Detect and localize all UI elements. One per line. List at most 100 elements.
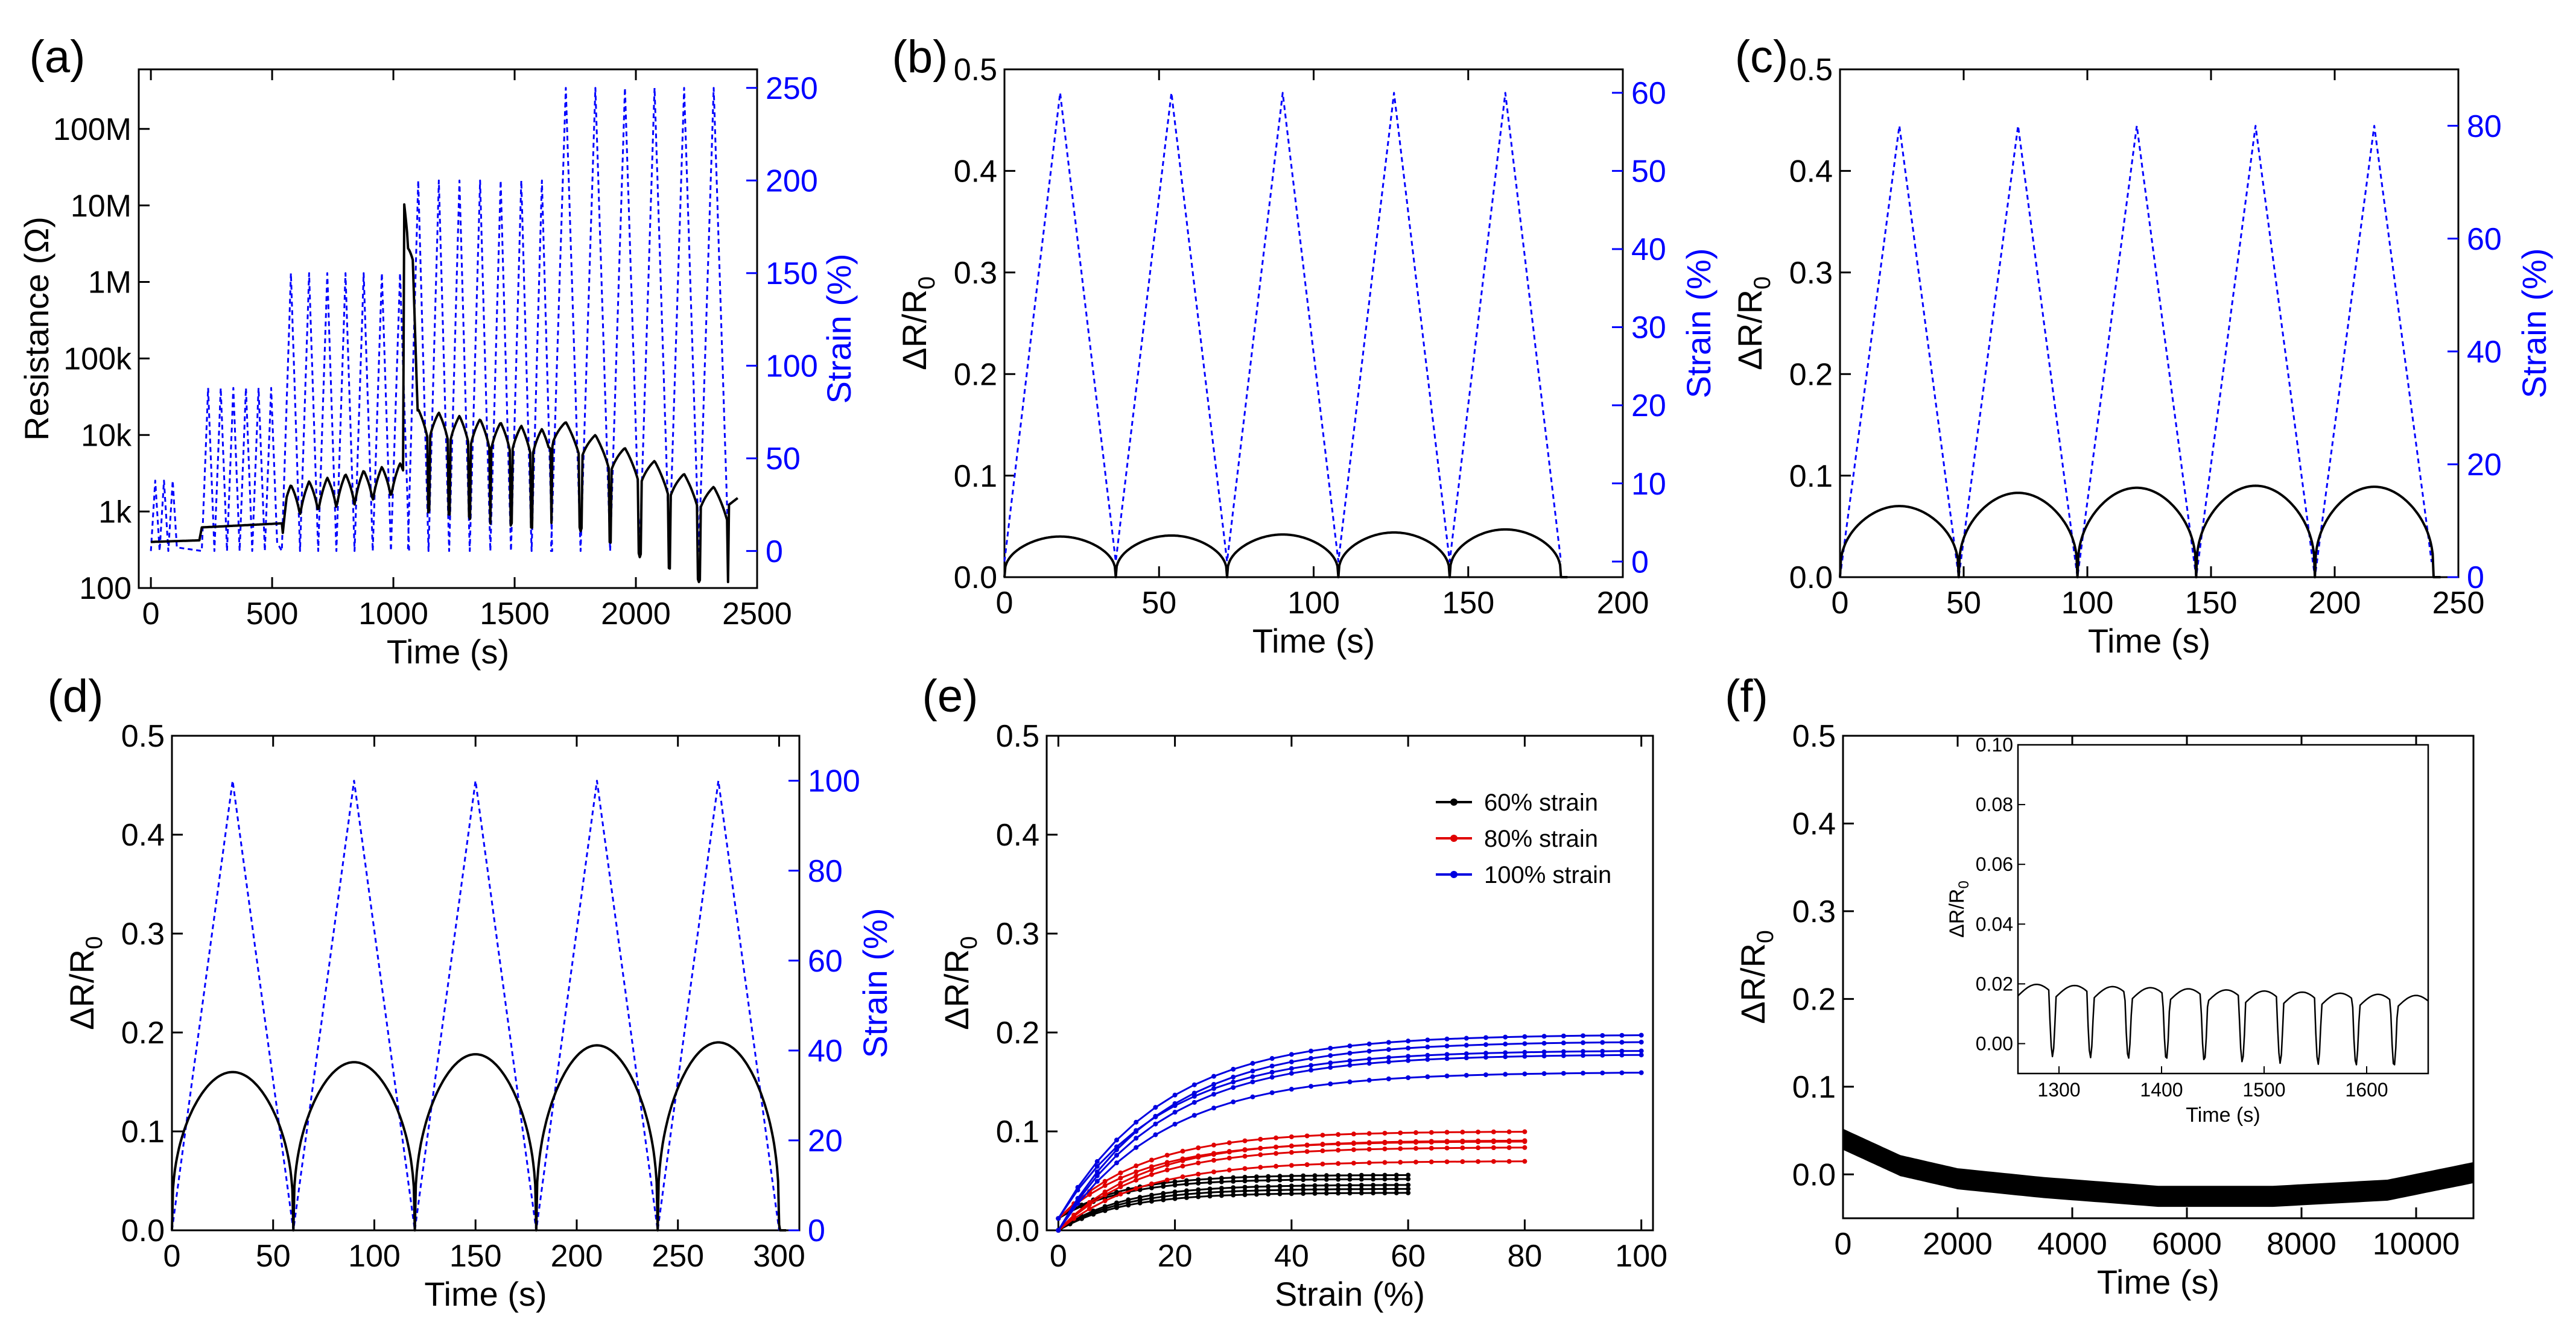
x-tick-label: 20 bbox=[1158, 1239, 1193, 1274]
y-tick-label: 0.0 bbox=[996, 1213, 1039, 1248]
data-point bbox=[1522, 1129, 1528, 1134]
y2-tick-label: 100 bbox=[808, 764, 860, 799]
x-axis-label: Strain (%) bbox=[1275, 1275, 1425, 1313]
y2-tick-label: 250 bbox=[766, 71, 818, 106]
panel-label: (d) bbox=[48, 671, 104, 722]
x-tick-label: 40 bbox=[1274, 1239, 1309, 1274]
x-tick-label: 0 bbox=[1835, 1227, 1852, 1262]
y2-tick-label: 150 bbox=[766, 256, 818, 291]
y2-tick-label: 50 bbox=[766, 441, 801, 476]
y-tick-label: 0.1 bbox=[954, 459, 997, 494]
y-axis-label: ΔR/R0 bbox=[1731, 276, 1775, 370]
x-tick-label: 150 bbox=[1442, 586, 1494, 621]
y-axis-label: Resistance (Ω) bbox=[17, 217, 56, 441]
legend-label: 100% strain bbox=[1484, 862, 1611, 888]
x-tick-label: 100 bbox=[2061, 586, 2114, 621]
y-tick-label: 0.5 bbox=[996, 719, 1039, 754]
y2-tick-label: 10 bbox=[1631, 467, 1666, 502]
y-tick-label: 0.1 bbox=[1792, 1070, 1836, 1105]
y2-tick-label: 0 bbox=[2467, 560, 2484, 595]
y-axis-label: ΔR/R0 bbox=[1734, 930, 1778, 1024]
x-tick-label: 10000 bbox=[2373, 1227, 2460, 1262]
x-tick-label: 100 bbox=[1287, 586, 1340, 621]
x-tick-label: 0 bbox=[142, 596, 160, 631]
inset-x-tick-label: 1400 bbox=[2140, 1079, 2183, 1101]
legend: 60% strain 80% strain 100% strain bbox=[1436, 789, 1611, 888]
x-tick-label: 0 bbox=[996, 586, 1014, 621]
x-tick-label: 250 bbox=[652, 1239, 704, 1274]
y-tick-label: 10k bbox=[81, 418, 132, 453]
x-axis-label: Time (s) bbox=[1252, 622, 1375, 660]
y2-tick-label: 0 bbox=[766, 534, 783, 569]
response-series bbox=[171, 1041, 787, 1232]
series-100 bbox=[1056, 1032, 1644, 1233]
x-tick-label: 200 bbox=[1597, 586, 1649, 621]
x-axis-label: Time (s) bbox=[2088, 622, 2210, 660]
y-tick-label: 0.4 bbox=[996, 818, 1039, 853]
y-tick-label: 100M bbox=[53, 112, 132, 147]
y2-tick-label: 50 bbox=[1631, 154, 1666, 189]
x-tick-label: 100 bbox=[348, 1239, 401, 1274]
x-tick-label: 150 bbox=[2185, 586, 2238, 621]
y-axis-label: ΔR/R0 bbox=[63, 936, 107, 1030]
x-tick-label: 0 bbox=[163, 1239, 181, 1274]
series-60 bbox=[1056, 1172, 1411, 1233]
y-tick-label: 0.2 bbox=[1789, 357, 1833, 392]
y2-tick-label: 80 bbox=[2467, 109, 2502, 144]
panel-d: 0 50 100 150 200 250 300 0.0 0.1 0.2 0.3 0.4 0.5 0 20 4… bbox=[48, 671, 894, 1313]
inset-y-tick-label: 0.02 bbox=[1976, 973, 2013, 995]
y-tick-label: 0.3 bbox=[1789, 256, 1833, 291]
y-tick-label: 0.3 bbox=[1792, 894, 1836, 929]
response-series bbox=[1003, 528, 1568, 578]
y-tick-label: 1k bbox=[98, 495, 132, 530]
y-tick-label: 0.3 bbox=[954, 256, 997, 291]
x-axis-label: Time (s) bbox=[424, 1275, 547, 1313]
resistance-series bbox=[150, 203, 738, 583]
y-tick-label: 0.5 bbox=[121, 719, 165, 754]
cycle-curve bbox=[1058, 1034, 1642, 1219]
y-tick-label: 0.4 bbox=[1789, 154, 1833, 189]
y-tick-label: 0.0 bbox=[1792, 1157, 1836, 1192]
panel-label: (b) bbox=[892, 31, 948, 83]
x-tick-label: 4000 bbox=[2037, 1227, 2107, 1262]
y2-tick-label: 60 bbox=[808, 944, 843, 979]
x-tick-label: 60 bbox=[1391, 1239, 1426, 1274]
plot-frame bbox=[138, 68, 758, 589]
panel-label: (f) bbox=[1725, 671, 1768, 722]
plot-frame bbox=[1045, 735, 1654, 1232]
y-axis-label: ΔR/R0 bbox=[937, 936, 982, 1030]
cycle-curve bbox=[1058, 1160, 1525, 1232]
y-tick-label: 0.2 bbox=[954, 357, 997, 392]
plot-frame bbox=[171, 735, 801, 1232]
inset-frame bbox=[2017, 744, 2429, 1075]
x-tick-label: 200 bbox=[551, 1239, 603, 1274]
y-tick-label: 0.0 bbox=[1789, 560, 1833, 595]
x-axis-label: Time (s) bbox=[2097, 1263, 2219, 1301]
strain-series bbox=[1839, 125, 2433, 578]
inset: 1300 1400 1500 1600 0.00 0.02 0.04 0.06 0.08 0.10… bbox=[1946, 734, 2429, 1127]
panel-label: (c) bbox=[1735, 31, 1789, 83]
x-tick-label: 50 bbox=[1141, 586, 1176, 621]
x-tick-label: 0 bbox=[1050, 1239, 1067, 1274]
y2-tick-label: 200 bbox=[766, 163, 818, 198]
y-tick-label: 0.0 bbox=[121, 1213, 165, 1248]
x-tick-label: 250 bbox=[2432, 586, 2485, 621]
y-tick-label: 100k bbox=[63, 342, 132, 377]
cycle-curve bbox=[1058, 1139, 1525, 1232]
legend-label: 80% strain bbox=[1484, 826, 1598, 852]
y2-axis-label: Strain (%) bbox=[820, 254, 858, 404]
y-tick-label: 0.2 bbox=[1792, 982, 1836, 1017]
inset-y-tick-label: 0.04 bbox=[1976, 913, 2013, 935]
plot-frame bbox=[1839, 68, 2460, 578]
data-point bbox=[1522, 1145, 1528, 1150]
y-tick-label: 0.5 bbox=[954, 52, 997, 87]
data-point bbox=[1406, 1176, 1411, 1181]
data-point bbox=[1406, 1172, 1411, 1178]
x-tick-label: 50 bbox=[1946, 586, 1981, 621]
data-point bbox=[1406, 1190, 1411, 1195]
legend-label: 60% strain bbox=[1484, 789, 1598, 816]
y-tick-label: 10M bbox=[71, 189, 132, 224]
y-tick-label: 0.4 bbox=[121, 818, 165, 853]
y2-tick-label: 30 bbox=[1631, 311, 1666, 346]
y2-tick-label: 0 bbox=[808, 1213, 825, 1248]
